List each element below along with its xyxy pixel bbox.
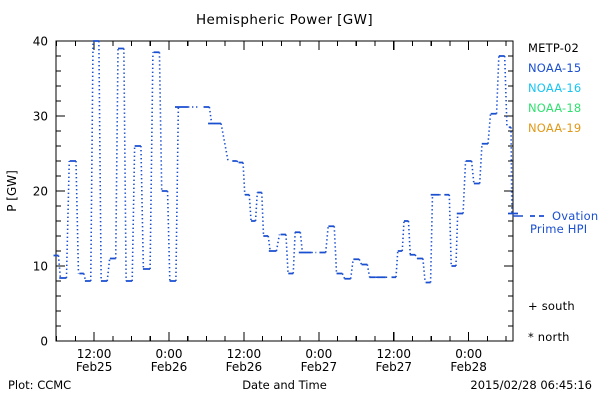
x-axis-label: Date and Time [242,378,327,392]
x-tick-time-2: 12:00 [227,347,262,361]
x-tick-date-1: Feb26 [151,360,188,374]
legend-item-NOAA-19: NOAA-19 [528,121,581,135]
x-tick-date-3: Feb27 [301,360,338,374]
y-tick-label-40: 40 [33,35,48,49]
chart-title: Hemispheric Power [GW] [196,12,373,28]
y-tick-label-0: 0 [40,335,48,349]
x-tick-time-0: 12:00 [77,347,112,361]
footer-timestamp: 2015/02/28 06:45:16 [470,378,592,392]
footer-plot-source: Plot: CCMC [8,378,71,392]
x-tick-date-2: Feb26 [226,360,263,374]
x-tick-date-4: Feb27 [375,360,412,374]
x-tick-time-4: 12:00 [376,347,411,361]
legend-item-NOAA-18: NOAA-18 [528,101,581,115]
legend-item-NOAA-15: NOAA-15 [528,61,581,75]
series-connectors-NOAA-15 [57,40,513,283]
x-tick-time-5: 0:00 [455,347,482,361]
y-axis-label: P [GW] [5,170,19,212]
y-tick-label-20: 20 [33,185,48,199]
legend-marker-north: * north [528,330,570,344]
x-tick-date-0: Feb25 [76,360,113,374]
series-steps-NOAA-15 [53,40,518,284]
x-tick-time-3: 0:00 [305,347,332,361]
ovation-label-line2: Prime HPI [530,222,587,236]
x-tick-date-5: Feb28 [450,360,487,374]
legend-item-NOAA-16: NOAA-16 [528,81,581,95]
legend-marker-south: + south [528,299,575,313]
legend-item-METP-02: METP-02 [528,41,579,55]
y-tick-label-10: 10 [33,260,48,274]
x-tick-time-1: 0:00 [156,347,183,361]
plot-frame [55,40,514,342]
ovation-label-line1: Ovation [552,209,598,223]
y-tick-label-30: 30 [33,110,48,124]
